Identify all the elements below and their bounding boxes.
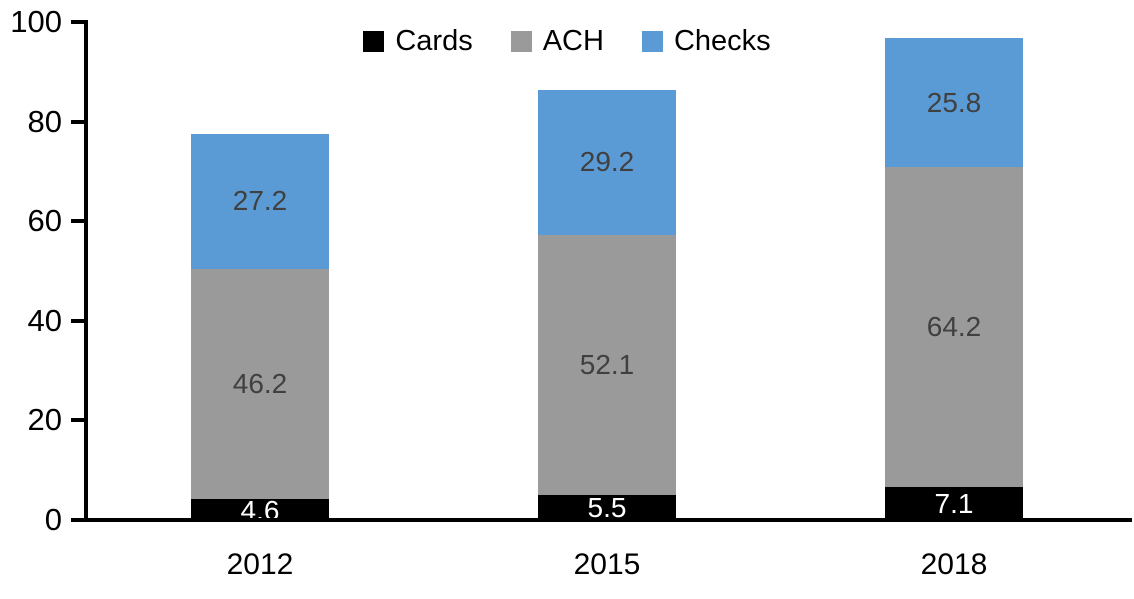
data-label-checks-2015: 29.2 xyxy=(579,146,635,178)
y-tick-label: 80 xyxy=(27,103,62,139)
chart-legend: Cards ACH Checks xyxy=(0,27,1134,56)
bar-segment-cards-2018: 7.1 xyxy=(885,486,1023,522)
x-axis-line xyxy=(84,518,1132,522)
y-tick-label: 20 xyxy=(27,402,62,438)
legend-label-cards: Cards xyxy=(395,25,473,57)
legend-label-checks: Checks xyxy=(673,25,771,57)
x-tick-label-2018: 2018 xyxy=(920,548,988,581)
legend-swatch-checks-icon xyxy=(641,31,663,52)
data-label-cards-2015: 5.5 xyxy=(587,492,627,524)
data-label-ach-2012: 46.2 xyxy=(232,368,288,400)
y-tick-label: 0 xyxy=(44,502,62,537)
legend-item-checks: Checks xyxy=(641,25,771,57)
legend-label-ach: ACH xyxy=(542,25,604,57)
x-tick-label-2015: 2015 xyxy=(573,548,641,581)
legend-item-ach: ACH xyxy=(510,25,604,57)
bar-segment-checks-2018: 25.8 xyxy=(885,38,1023,167)
y-tick-label: 40 xyxy=(27,302,62,338)
legend-item-cards: Cards xyxy=(363,25,473,57)
bar-segment-checks-2015: 29.2 xyxy=(538,89,676,236)
data-label-ach-2018: 64.2 xyxy=(926,310,982,342)
legend-swatch-ach-icon xyxy=(510,31,532,52)
y-axis-tick xyxy=(71,119,84,124)
bar-segment-ach-2015: 52.1 xyxy=(538,235,676,495)
y-tick-label: 100 xyxy=(10,4,62,39)
x-tick-label-2012: 2012 xyxy=(226,548,294,581)
y-axis-tick xyxy=(71,20,84,24)
legend-swatch-cards-icon xyxy=(363,31,385,52)
y-axis-tick xyxy=(71,518,84,522)
y-axis-tick xyxy=(71,318,84,323)
y-tick-label: 60 xyxy=(27,203,62,239)
data-label-ach-2015: 52.1 xyxy=(579,348,635,380)
data-label-checks-2018: 25.8 xyxy=(926,86,982,118)
bar-segment-ach-2012: 46.2 xyxy=(191,269,329,500)
y-axis-line xyxy=(84,20,88,522)
bar-segment-ach-2018: 64.2 xyxy=(885,166,1023,487)
bar-segment-cards-2015: 5.5 xyxy=(538,492,676,524)
y-axis-tick xyxy=(71,219,84,224)
bar-segment-checks-2012: 27.2 xyxy=(191,133,329,269)
data-label-checks-2012: 27.2 xyxy=(232,185,288,217)
data-label-cards-2018: 7.1 xyxy=(934,488,974,520)
y-axis-tick xyxy=(71,418,84,423)
